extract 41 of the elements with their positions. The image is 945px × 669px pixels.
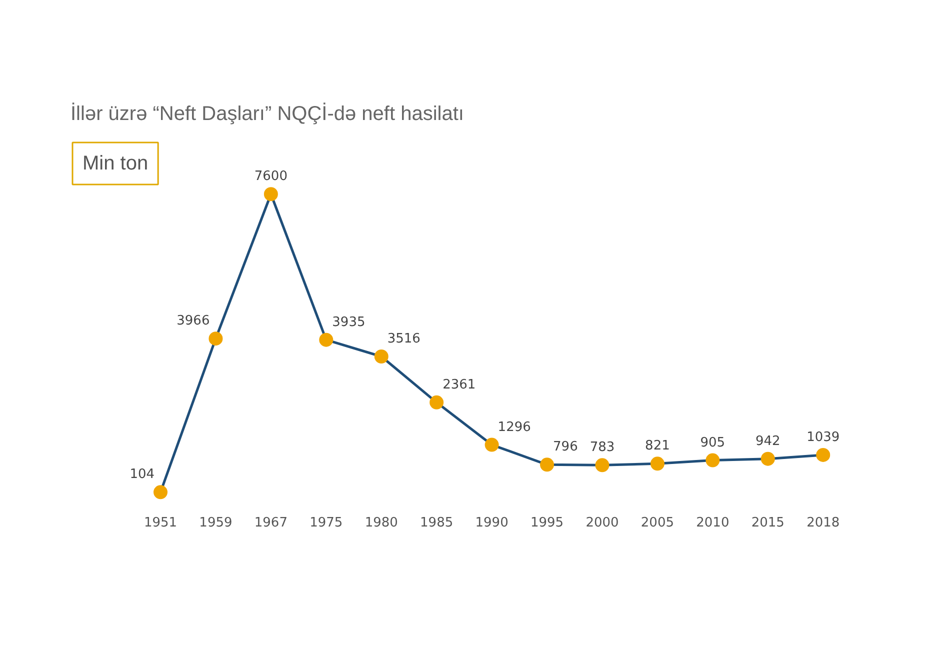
data-label: 104 [130, 467, 155, 482]
x-tick-label: 2010 [696, 516, 730, 530]
x-tick-label: 1951 [144, 516, 178, 530]
point [760, 452, 775, 466]
data-label: 905 [700, 435, 726, 450]
point [484, 438, 499, 452]
y-axis-title: Min ton [82, 152, 148, 174]
point [154, 485, 168, 500]
data-label: 3966 [176, 314, 210, 329]
point [816, 448, 830, 462]
point [208, 332, 223, 346]
point [706, 453, 720, 468]
x-tick-label: 1985 [420, 516, 454, 530]
chart-title: İllər üzrə “Neft Daşları” NQÇİ-də neft hasilatı [70, 102, 464, 125]
point [540, 458, 554, 472]
x-tick-label: 1980 [364, 516, 398, 530]
x-tick-label: 1975 [310, 516, 343, 530]
data-label: 796 [553, 440, 578, 455]
x-tick-label: 1990 [475, 516, 508, 530]
data-label: 942 [755, 434, 780, 449]
data-label: 2361 [442, 377, 476, 392]
x-tick-label: 1995 [530, 516, 564, 530]
point [374, 350, 388, 364]
point [430, 395, 444, 410]
data-label: 3516 [387, 332, 420, 346]
data-label: 7600 [254, 169, 288, 184]
point [319, 332, 334, 347]
data-label: 783 [590, 440, 615, 456]
data-label: 3935 [332, 314, 366, 330]
x-tick-label: 2000 [586, 516, 619, 530]
point [650, 456, 664, 471]
x-tick-label: 1967 [254, 516, 288, 530]
data-label: 1039 [806, 430, 840, 445]
point [595, 458, 610, 472]
data-label: 1296 [498, 420, 531, 435]
data-label: 821 [645, 438, 670, 454]
x-tick-label: 2015 [751, 516, 784, 530]
point [264, 187, 278, 202]
x-tick-label: 2005 [640, 516, 674, 530]
x-tick-label: 2018 [806, 516, 840, 530]
x-tick-label: 1959 [199, 516, 232, 530]
